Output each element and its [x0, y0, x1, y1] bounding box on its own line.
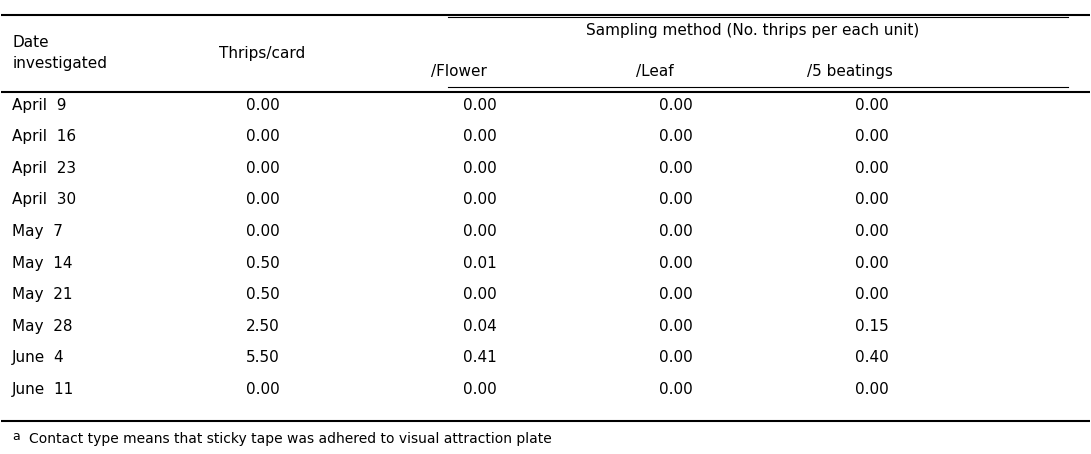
Text: 0.00: 0.00 — [245, 129, 279, 144]
Text: April  23: April 23 — [12, 161, 76, 176]
Text: April  30: April 30 — [12, 192, 76, 207]
Text: Sampling method (No. thrips per each unit): Sampling method (No. thrips per each uni… — [586, 23, 919, 38]
Text: 0.00: 0.00 — [464, 224, 497, 239]
Text: 0.00: 0.00 — [464, 161, 497, 176]
Text: 0.00: 0.00 — [659, 224, 693, 239]
Text: 0.00: 0.00 — [659, 319, 693, 334]
Text: June  4: June 4 — [12, 350, 64, 365]
Text: April  9: April 9 — [12, 98, 67, 113]
Text: 0.00: 0.00 — [855, 382, 889, 397]
Text: 0.50: 0.50 — [245, 287, 279, 302]
Text: 0.00: 0.00 — [659, 287, 693, 302]
Text: 0.50: 0.50 — [245, 256, 279, 271]
Text: 0.00: 0.00 — [659, 350, 693, 365]
Text: 0.01: 0.01 — [464, 256, 497, 271]
Text: 0.00: 0.00 — [659, 192, 693, 207]
Text: May  14: May 14 — [12, 256, 73, 271]
Text: /5 beatings: /5 beatings — [807, 64, 894, 79]
Text: 5.50: 5.50 — [245, 350, 279, 365]
Text: Contact type means that sticky tape was adhered to visual attraction plate: Contact type means that sticky tape was … — [28, 432, 551, 446]
Text: 0.00: 0.00 — [659, 161, 693, 176]
Text: /Leaf: /Leaf — [636, 64, 673, 79]
Text: 0.00: 0.00 — [245, 192, 279, 207]
Text: 0.00: 0.00 — [855, 98, 889, 113]
Text: May  7: May 7 — [12, 224, 63, 239]
Text: 0.40: 0.40 — [855, 350, 889, 365]
Text: April  16: April 16 — [12, 129, 76, 144]
Text: 0.00: 0.00 — [659, 256, 693, 271]
Text: 2.50: 2.50 — [245, 319, 279, 334]
Text: Thrips/card: Thrips/card — [219, 46, 305, 61]
Text: 0.41: 0.41 — [464, 350, 497, 365]
Text: 0.00: 0.00 — [464, 382, 497, 397]
Text: 0.00: 0.00 — [855, 161, 889, 176]
Text: 0.04: 0.04 — [464, 319, 497, 334]
Text: 0.00: 0.00 — [855, 224, 889, 239]
Text: 0.00: 0.00 — [659, 129, 693, 144]
Text: 0.00: 0.00 — [245, 161, 279, 176]
Text: 0.00: 0.00 — [855, 192, 889, 207]
Text: /Flower: /Flower — [431, 64, 487, 79]
Text: May  21: May 21 — [12, 287, 73, 302]
Text: 0.00: 0.00 — [464, 192, 497, 207]
Text: 0.00: 0.00 — [245, 98, 279, 113]
Text: 0.00: 0.00 — [659, 382, 693, 397]
Text: Date
investigated: Date investigated — [12, 35, 107, 71]
Text: 0.00: 0.00 — [855, 287, 889, 302]
Text: 0.15: 0.15 — [855, 319, 889, 334]
Text: 0.00: 0.00 — [245, 224, 279, 239]
Text: 0.00: 0.00 — [245, 382, 279, 397]
Text: 0.00: 0.00 — [464, 129, 497, 144]
Text: June  11: June 11 — [12, 382, 74, 397]
Text: 0.00: 0.00 — [464, 98, 497, 113]
Text: 0.00: 0.00 — [855, 256, 889, 271]
Text: a: a — [12, 430, 20, 443]
Text: May  28: May 28 — [12, 319, 73, 334]
Text: 0.00: 0.00 — [659, 98, 693, 113]
Text: 0.00: 0.00 — [855, 129, 889, 144]
Text: 0.00: 0.00 — [464, 287, 497, 302]
